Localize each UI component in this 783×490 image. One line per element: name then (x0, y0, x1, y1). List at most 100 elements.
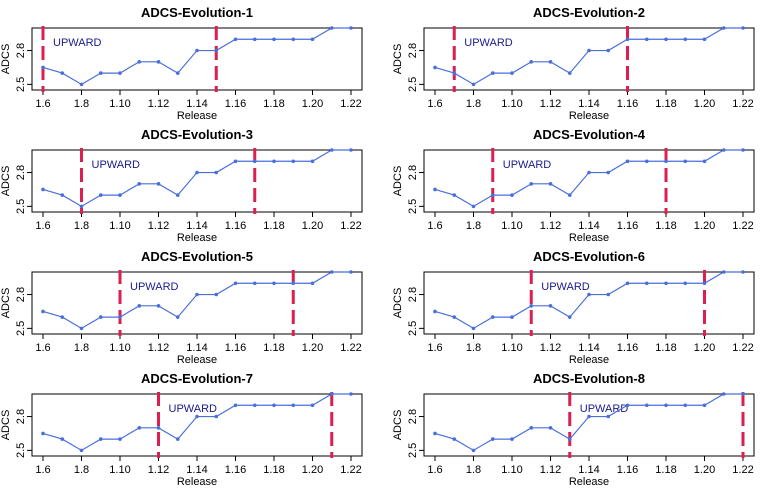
x-tick-label: 1.6 (427, 342, 442, 354)
x-tick-label: 1.18 (655, 464, 676, 476)
chart-title: ADCS-Evolution-5 (141, 249, 253, 264)
chart-title: ADCS-Evolution-6 (533, 249, 645, 264)
trend-annotation: UPWARD (130, 281, 179, 293)
y-tick-label: 2.8 (407, 287, 419, 302)
x-tick-label: 1.10 (501, 342, 522, 354)
x-tick-label: 1.14 (578, 98, 599, 110)
data-point (329, 392, 334, 396)
x-tick-label: 1.18 (655, 342, 676, 354)
x-axis-label: Release (569, 476, 609, 488)
data-point (233, 281, 238, 286)
x-tick-label: 1.16 (225, 464, 246, 476)
x-tick-label: 1.16 (225, 220, 246, 232)
data-point (644, 403, 649, 408)
x-tick-label: 1.6 (35, 98, 50, 110)
data-point (721, 26, 726, 30)
x-tick-label: 1.14 (578, 220, 599, 232)
chart-panel-4: ADCS-Evolution-4 1.6 1.8 1.10 1.12 1.14 1.16 1.… (392, 127, 755, 244)
trend-annotation: UPWARD (53, 37, 102, 49)
y-tick-label: 2.5 (15, 443, 27, 458)
trend-annotation: UPWARD (169, 403, 218, 415)
data-point (272, 159, 276, 164)
x-tick-label: 1.16 (617, 342, 638, 354)
data-point (310, 159, 315, 164)
data-point (606, 414, 611, 419)
data-point (510, 315, 514, 319)
data-point (548, 304, 553, 308)
trend-annotation: UPWARD (541, 281, 590, 293)
y-tick-label: 2.5 (407, 443, 419, 458)
x-tick-label: 1.12 (148, 464, 169, 476)
data-point (41, 187, 45, 192)
data-point (625, 281, 630, 286)
data-point (137, 60, 142, 64)
data-point (118, 437, 122, 441)
data-point (567, 71, 572, 75)
chart-panel-8: ADCS-Evolution-8 1.6 1.8 1.10 1.12 1.14 1.16 1.… (392, 371, 755, 488)
x-tick-label: 1.16 (617, 464, 638, 476)
x-tick-label: 1.12 (148, 220, 169, 232)
x-tick-label: 1.14 (578, 342, 599, 354)
data-point (137, 304, 142, 308)
x-axis-label: Release (569, 354, 609, 366)
data-point (644, 37, 649, 42)
x-tick-label: 1.8 (466, 220, 481, 232)
x-tick-label: 1.18 (655, 98, 676, 110)
trend-annotation: UPWARD (464, 37, 513, 49)
chart-title: ADCS-Evolution-8 (533, 371, 645, 386)
x-tick-label: 1.22 (732, 342, 753, 354)
y-axis-label: ADCS (0, 288, 12, 319)
x-tick-label: 1.10 (501, 220, 522, 232)
data-point (98, 71, 103, 75)
data-point (349, 26, 353, 30)
chart-panel-3: ADCS-Evolution-3 1.6 1.8 1.10 1.12 1.14 1.16 1.… (0, 127, 363, 244)
data-point (741, 26, 745, 30)
data-point (233, 403, 238, 408)
plot-frame (423, 149, 755, 213)
data-point (233, 37, 238, 42)
data-point (329, 148, 334, 152)
x-tick-label: 1.20 (302, 464, 323, 476)
y-tick-label: 2.8 (407, 165, 419, 180)
x-tick-label: 1.16 (225, 98, 246, 110)
chart-panel-5: ADCS-Evolution-5 1.6 1.8 1.10 1.12 1.14 1.16 1.… (0, 249, 363, 366)
x-tick-label: 1.6 (427, 464, 442, 476)
data-point (214, 48, 219, 53)
x-tick-label: 1.12 (540, 464, 561, 476)
x-tick-label: 1.12 (148, 342, 169, 354)
x-tick-label: 1.12 (148, 98, 169, 110)
data-point (291, 37, 296, 42)
chart-title: ADCS-Evolution-2 (533, 5, 645, 20)
y-axis-label: ADCS (392, 288, 404, 319)
data-point (587, 414, 591, 419)
x-tick-label: 1.12 (540, 342, 561, 354)
data-point (60, 71, 65, 75)
x-tick-label: 1.10 (109, 464, 130, 476)
data-point (721, 270, 726, 274)
chart-title: ADCS-Evolution-3 (141, 127, 253, 142)
data-point (156, 60, 161, 64)
y-tick-label: 2.5 (15, 321, 27, 336)
data-point (548, 60, 553, 64)
data-point (490, 315, 495, 319)
data-point (195, 48, 199, 53)
x-tick-label: 1.16 (225, 342, 246, 354)
x-tick-label: 1.8 (74, 464, 89, 476)
y-axis-label: ADCS (392, 166, 404, 197)
x-axis-label: Release (177, 110, 217, 122)
data-point (349, 392, 353, 396)
x-tick-label: 1.18 (263, 220, 284, 232)
y-tick-label: 2.8 (407, 409, 419, 424)
data-point (433, 187, 437, 192)
y-tick-label: 2.8 (15, 287, 27, 302)
data-point (175, 193, 180, 197)
x-tick-label: 1.8 (74, 220, 89, 232)
trend-annotation: UPWARD (503, 159, 552, 171)
y-axis-label: ADCS (0, 44, 12, 75)
x-axis-label: Release (177, 476, 217, 488)
x-tick-label: 1.8 (466, 98, 481, 110)
data-point (60, 437, 65, 441)
data-point (252, 403, 257, 408)
data-point (490, 437, 495, 441)
y-tick-label: 2.5 (407, 199, 419, 214)
